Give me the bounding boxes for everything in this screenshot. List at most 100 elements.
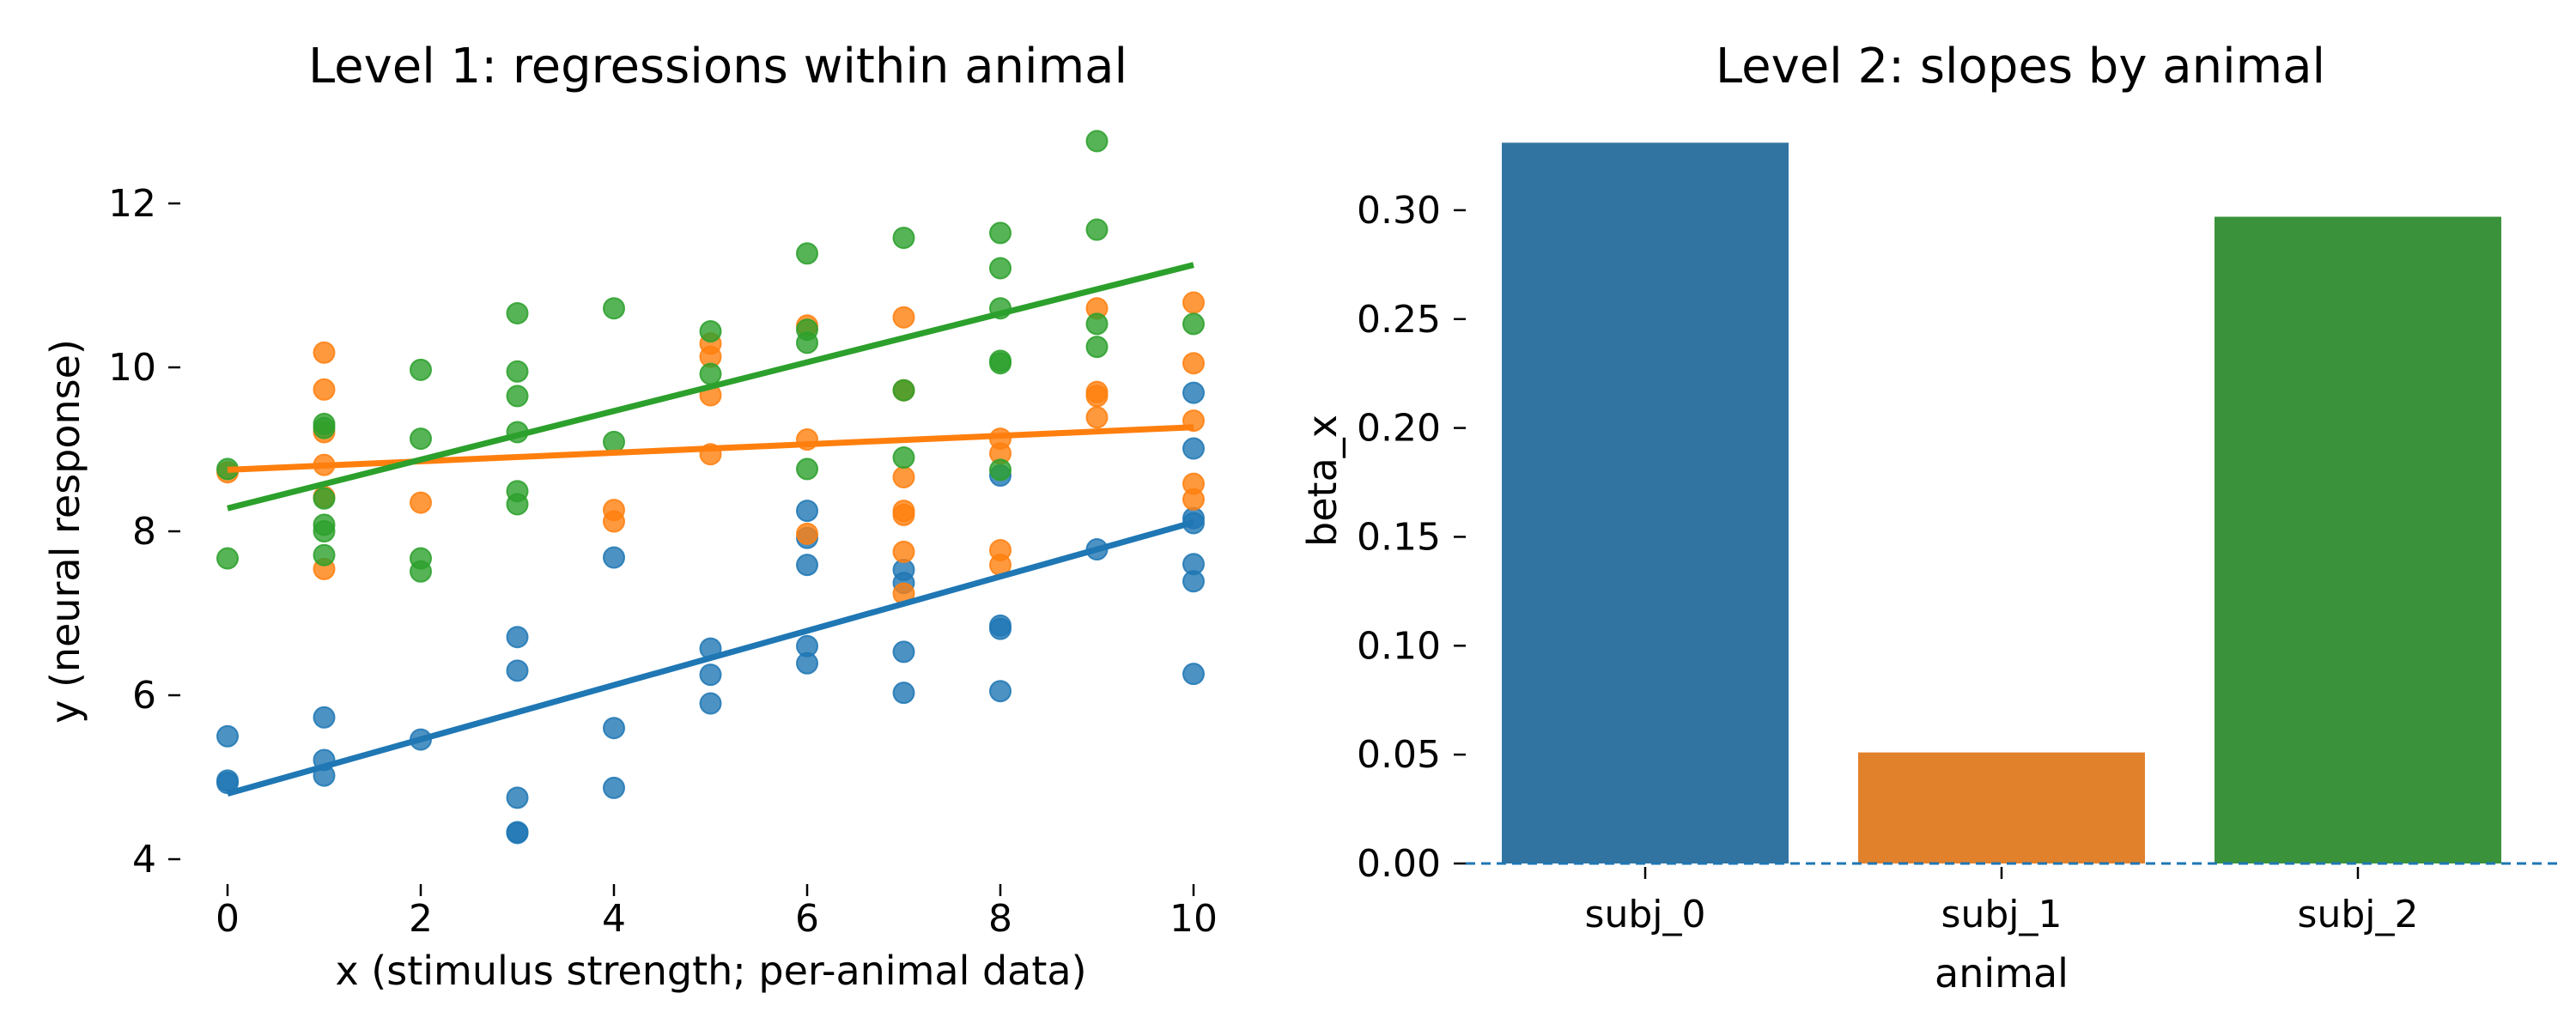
data-point-subj_1 xyxy=(1182,488,1205,511)
data-point-subj_1 xyxy=(892,306,915,329)
scatter-title: Level 1: regressions within animal xyxy=(308,39,1127,94)
data-point-subj_2 xyxy=(796,331,818,354)
scatter-panel: Level 1: regressions within animal y (ne… xyxy=(42,39,1218,994)
data-point-subj_0 xyxy=(603,717,625,740)
data-point-subj_1 xyxy=(313,378,336,401)
data-point-subj_2 xyxy=(892,379,915,402)
data-point-subj_0 xyxy=(1182,437,1205,460)
data-point-subj_2 xyxy=(699,362,722,385)
regression-line-subj_1 xyxy=(227,424,1194,473)
data-point-subj_2 xyxy=(313,543,336,566)
data-point-subj_0 xyxy=(892,682,915,705)
data-point-subj_2 xyxy=(216,547,239,570)
data-point-subj_0 xyxy=(796,554,818,577)
data-point-subj_0 xyxy=(699,663,722,687)
x-tick-label: 8 xyxy=(988,897,1012,941)
bar-x-axis-label: animal xyxy=(1935,950,2069,997)
data-point-subj_2 xyxy=(410,358,432,381)
data-point-subj_2 xyxy=(313,416,336,439)
data-point-subj_2 xyxy=(1085,312,1109,336)
bar-subj_1 xyxy=(1858,752,2145,863)
data-point-subj_0 xyxy=(796,500,818,523)
data-point-subj_2 xyxy=(506,360,529,383)
y-tick-label: 0.10 xyxy=(1357,624,1441,668)
bar-x-ticks: subj_0 subj_1 subj_2 xyxy=(1585,867,2419,936)
data-point-subj_2 xyxy=(313,487,336,510)
x-tick-label: 0 xyxy=(216,897,240,941)
data-point-subj_1 xyxy=(892,503,915,526)
data-point-subj_0 xyxy=(989,680,1012,703)
data-point-subj_1 xyxy=(603,510,625,533)
data-point-subj_2 xyxy=(989,458,1012,482)
data-point-subj_2 xyxy=(1182,312,1205,336)
data-point-subj_0 xyxy=(603,776,625,799)
data-point-subj_2 xyxy=(989,221,1012,245)
scatter-y-axis-label: y (neural response) xyxy=(42,339,88,724)
data-point-subj_2 xyxy=(506,301,529,324)
data-point-subj_2 xyxy=(796,242,818,265)
data-point-subj_1 xyxy=(1085,385,1109,408)
data-point-subj_0 xyxy=(506,659,529,682)
regression-line-subj_0 xyxy=(227,519,1194,797)
scatter-points xyxy=(216,130,1205,845)
data-point-subj_1 xyxy=(313,341,336,364)
data-point-subj_2 xyxy=(699,319,722,342)
y-tick-label: 8 xyxy=(132,510,156,554)
data-point-subj_1 xyxy=(410,491,432,514)
data-point-subj_2 xyxy=(410,427,432,451)
data-point-subj_2 xyxy=(1085,336,1109,359)
bar-y-axis-label: beta_x xyxy=(1299,415,1346,547)
data-point-subj_1 xyxy=(1182,352,1205,375)
data-point-subj_2 xyxy=(506,493,529,516)
data-point-subj_2 xyxy=(892,446,915,470)
scatter-x-ticks: 0 2 4 6 8 10 xyxy=(216,884,1218,941)
y-tick-label: 0.15 xyxy=(1357,515,1441,559)
y-tick-label: 12 xyxy=(108,182,156,226)
data-point-subj_1 xyxy=(796,522,818,545)
data-point-subj_0 xyxy=(989,617,1012,640)
data-point-subj_2 xyxy=(410,560,432,583)
y-tick-label: 0.05 xyxy=(1357,733,1441,777)
y-tick-label: 0.20 xyxy=(1357,407,1441,451)
x-tick-label: subj_0 xyxy=(1585,893,1706,936)
data-point-subj_0 xyxy=(892,640,915,663)
scatter-y-ticks: 4 6 8 10 12 xyxy=(108,182,180,882)
data-point-subj_0 xyxy=(796,651,818,675)
data-point-subj_0 xyxy=(1182,570,1205,593)
x-tick-label: 2 xyxy=(409,897,433,941)
data-point-subj_2 xyxy=(313,520,336,542)
y-tick-label: 0.00 xyxy=(1357,842,1441,886)
regression-line-subj_2 xyxy=(227,262,1194,512)
x-tick-label: subj_2 xyxy=(2298,893,2419,936)
data-point-subj_0 xyxy=(603,546,625,569)
data-point-subj_1 xyxy=(1085,406,1109,429)
y-tick-label: 0.30 xyxy=(1357,189,1441,233)
data-point-subj_1 xyxy=(892,465,915,488)
data-point-subj_0 xyxy=(216,724,239,748)
y-tick-label: 6 xyxy=(132,674,156,718)
y-tick-label: 0.25 xyxy=(1357,298,1441,342)
bar-title: Level 2: slopes by animal xyxy=(1716,39,2325,94)
bar-panel: Level 2: slopes by animal beta_x animal … xyxy=(1299,39,2559,997)
data-point-subj_0 xyxy=(506,821,529,845)
data-point-subj_2 xyxy=(989,257,1012,280)
data-point-subj_1 xyxy=(1182,291,1205,314)
data-point-subj_2 xyxy=(506,385,529,408)
data-point-subj_0 xyxy=(1182,381,1205,404)
bar-subj_0 xyxy=(1502,142,1789,864)
bars xyxy=(1502,142,2501,864)
data-point-subj_2 xyxy=(892,227,915,250)
data-point-subj_2 xyxy=(1085,218,1109,241)
x-tick-label: 4 xyxy=(602,897,626,941)
x-tick-label: subj_1 xyxy=(1941,893,2063,936)
data-point-subj_2 xyxy=(603,430,625,453)
scatter-x-axis-label: x (stimulus strength; per-animal data) xyxy=(335,948,1086,994)
data-point-subj_2 xyxy=(796,457,818,481)
y-tick-label: 4 xyxy=(132,838,156,882)
data-point-subj_2 xyxy=(1085,130,1109,153)
x-tick-label: 6 xyxy=(795,897,819,941)
data-point-subj_2 xyxy=(989,352,1012,375)
regression-lines xyxy=(227,262,1194,797)
data-point-subj_0 xyxy=(506,626,529,649)
